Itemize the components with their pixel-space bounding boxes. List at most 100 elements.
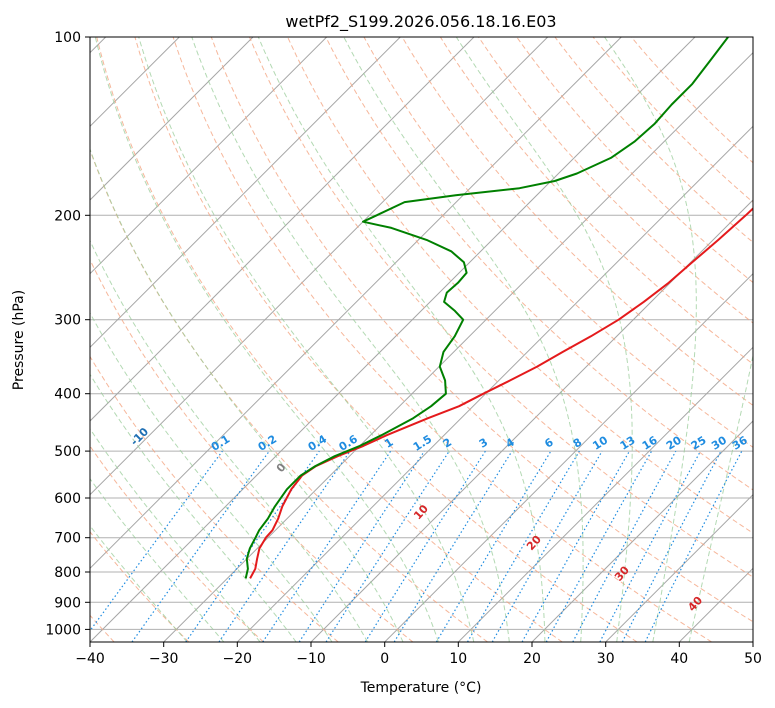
moist-adiabat-0 [90,147,404,642]
mixing-ratio-label: 0.4 [306,432,330,454]
mixing-ratio-label: 2 [441,436,454,451]
mixing-ratio-line-20 [572,450,677,642]
mixing-ratio-label: 8 [571,436,584,451]
x-tick-label: 0 [380,651,389,667]
moist-adiabat-15 [191,37,510,642]
moist-adiabat--5 [90,239,369,642]
mixing-ratio-label: 3 [477,436,490,451]
x-tick-label: 30 [597,651,615,667]
moist-adiabat--10 [90,311,333,642]
mixing-ratio-label: 1 [382,436,395,451]
y-tick-label: 400 [54,387,81,403]
isotherm--50 [90,37,622,570]
mixing-ratio-line-6 [435,450,552,642]
isotherm-50 [752,641,753,642]
y-tick-label: 900 [54,595,81,611]
mixing-ratio-line-2 [325,450,450,642]
x-tick-label: 20 [523,651,541,667]
mixing-ratio-line-1.5 [298,450,425,642]
x-tick-label: 40 [670,651,688,667]
moist-adiabat-25 [343,37,584,642]
dry-adiabat-60 [249,37,753,578]
y-tick-label: 100 [54,30,81,46]
dry-adiabat-90 [363,37,753,448]
moist-adiabat-label: 40 [685,594,705,614]
mixing-ratio-line-0.4 [185,450,320,642]
plot-frame [89,36,754,643]
isotherm-10 [457,346,753,642]
y-tick-label: 600 [54,491,81,507]
y-axis-label: Pressure (hPa) [11,290,27,390]
mixing-ratio-label: 16 [640,433,660,452]
dry-adiabat-120 [478,37,753,324]
dry-adiabat-80 [325,37,753,491]
mixing-ratio-line-10 [491,450,603,642]
y-tick-label: 700 [54,531,81,547]
moist-adiabat-5 [94,37,439,642]
mixing-ratio-line-8 [466,450,580,642]
isotherm--40 [90,37,696,642]
isotherm--20 [236,125,753,642]
mixing-ratio-line-1 [262,450,392,642]
dewpoint-profile-line [244,37,729,579]
dry-adiabat--20 [90,445,264,642]
x-tick-label: 50 [744,651,762,667]
mixing-ratio-label: 30 [709,433,729,452]
dry-adiabat-140 [554,37,753,243]
x-tick-label: −40 [75,651,105,667]
isotherm-20 [531,420,753,642]
mixing-ratio-line-0.2 [131,450,270,642]
mixing-ratio-line-4 [393,450,513,642]
x-axis-label: Temperature (°C) [360,680,482,696]
isotherm--60 [90,37,549,496]
dry-adiabat-50 [210,37,753,623]
chart-title: wetPf2_S199.2026.056.18.16.E03 [285,12,556,32]
mixing-ratio-line-0.1 [90,450,223,632]
dry-adiabat-30 [134,37,638,642]
moist-adiabat-10 [138,37,475,642]
mixing-ratio-line-3 [364,450,486,642]
isotherm--30 [163,51,753,642]
y-tick-label: 200 [54,208,81,224]
mixing-ratio-label: 13 [618,434,638,453]
mixing-ratio-label: 20 [664,433,684,452]
isotherm-0 [384,272,753,642]
x-tick-label: −30 [149,651,179,667]
moist-adiabat-label: 30 [612,563,632,583]
isotherm--90 [90,37,328,275]
dry-adiabat-20 [96,37,563,642]
moist-adiabat-20 [257,37,546,642]
mixing-ratio-line-16 [545,450,653,642]
dry-adiabat--10 [90,355,339,642]
mixing-ratio-label: 10 [590,433,610,452]
moist-adiabat--25 [90,477,225,642]
dry-adiabat-70 [287,37,753,534]
mixing-ratio-line-0.6 [218,450,351,642]
isotherm--10 [310,199,753,642]
mixing-ratio-label: 6 [542,435,556,450]
moist-adiabat-label: 20 [524,533,544,553]
mixing-ratio-label: 36 [730,433,750,452]
isotherm--80 [90,37,401,349]
y-tick-label: 1000 [45,622,81,638]
isopleth-label-layer: 0.10.20.40.611.52346810131620253036-100-… [128,425,750,614]
moist-adiabat--20 [90,427,261,642]
moist-adiabat--30 [90,524,188,642]
moist-adiabat-40 [688,353,753,642]
grid-layer [90,37,753,642]
y-tick-label: 800 [54,565,81,581]
dry-adiabat-100 [401,37,753,406]
y-tick-label: 300 [54,313,81,329]
isotherm-30 [605,493,753,642]
temperature-profile-line [249,207,753,579]
dry-adiabat-40 [172,37,712,642]
series-layer [244,37,753,579]
x-tick-label: 10 [449,651,467,667]
dry-adiabat-150 [592,37,753,203]
dry-adiabat-110 [439,37,753,365]
axis-layer: −40 −30 −20 −10 0 10 20 30 40 5010020030040050060… [45,30,762,667]
dry-adiabat-0 [90,258,414,642]
dry-adiabat--30 [90,531,190,642]
dry-adiabat-10 [90,148,488,642]
